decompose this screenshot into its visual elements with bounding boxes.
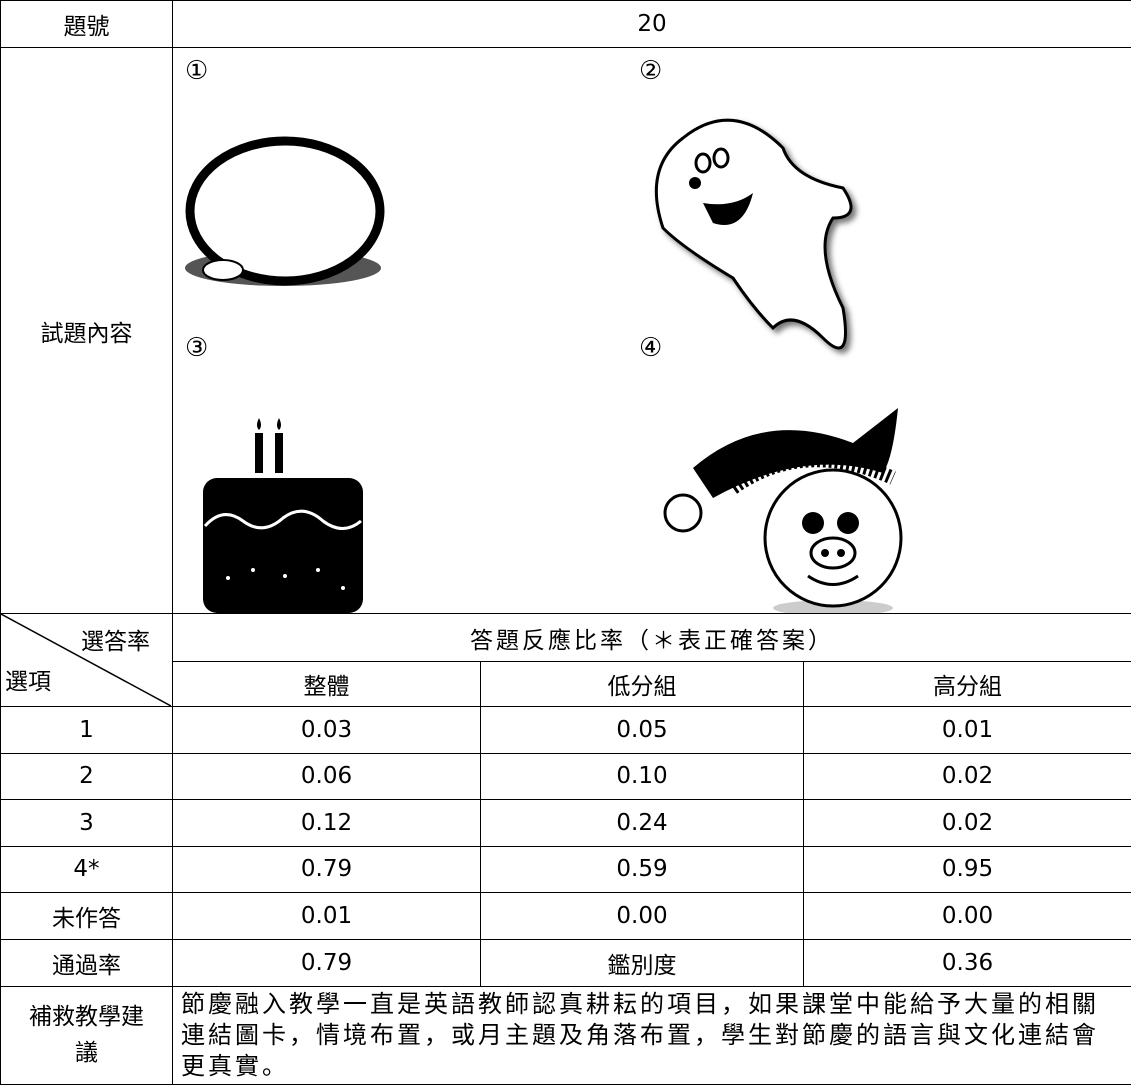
rate-cell: 0.06 xyxy=(173,753,481,800)
cake xyxy=(203,418,363,613)
value-cell: 0.36 xyxy=(804,939,1131,986)
pig xyxy=(665,408,901,613)
rate-cell: 0.00 xyxy=(481,893,804,940)
egg xyxy=(185,141,381,286)
column-header: 低分組 xyxy=(481,662,804,707)
rate-cell: 0.03 xyxy=(173,707,481,754)
rate-cell: 0.02 xyxy=(804,800,1131,847)
option-label: 4* xyxy=(1,846,173,893)
rate-cell: 0.79 xyxy=(173,846,481,893)
column-header: 整體 xyxy=(173,662,481,707)
label-cell: 試題內容 xyxy=(1,48,173,614)
rate-cell: 0.59 xyxy=(481,846,804,893)
value-cell: 20 xyxy=(173,1,1131,48)
rate-cell: 0.05 xyxy=(481,707,804,754)
rate-cell: 0.95 xyxy=(804,846,1131,893)
label-cell: 題號 xyxy=(1,1,173,48)
rate-cell: 0.10 xyxy=(481,753,804,800)
rate-cell: 0.00 xyxy=(804,893,1131,940)
rate-cell: 0.01 xyxy=(804,707,1131,754)
rate-cell: 0.01 xyxy=(173,893,481,940)
rate-cell: 0.12 xyxy=(173,800,481,847)
option-label: 未作答 xyxy=(1,893,173,940)
value-cell: 0.79 xyxy=(173,939,481,986)
rate-cell: 0.02 xyxy=(804,753,1131,800)
label-cell: 鑑別度 xyxy=(481,939,804,986)
ghost xyxy=(656,120,851,348)
rate-cell: 0.24 xyxy=(481,800,804,847)
remedial-text: 節慶融入教學一直是英語教師認真耕耘的項目，如果課堂中能給予大量的相關連結圖卡，情… xyxy=(173,986,1131,1084)
option-label: 1 xyxy=(1,707,173,754)
corner-cell: 選答率 選項 xyxy=(1,614,173,707)
option-label: 3 xyxy=(1,800,173,847)
option-label: 2 xyxy=(1,753,173,800)
label-cell: 通過率 xyxy=(1,939,173,986)
table-title: 答題反應比率（＊表正確答案） xyxy=(173,614,1131,662)
illustrations xyxy=(173,48,1131,613)
content-cell: ① ② ③ ④ xyxy=(173,48,1131,614)
column-header: 高分組 xyxy=(804,662,1131,707)
label-cell: 補救教學建議 xyxy=(1,986,173,1084)
corner-top: 選答率 xyxy=(81,622,150,656)
corner-bottom: 選項 xyxy=(5,662,51,696)
